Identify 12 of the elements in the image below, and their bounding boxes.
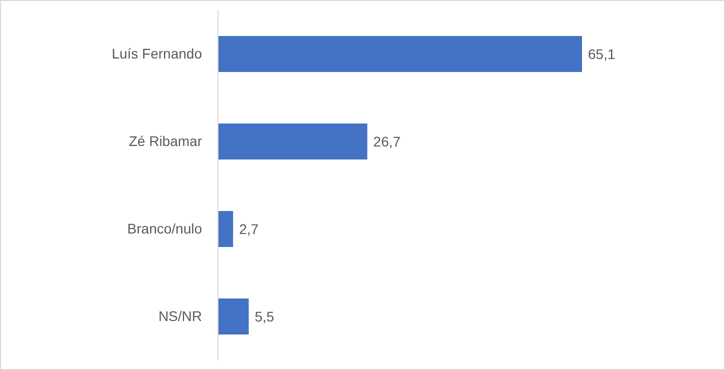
data-label: 26,7	[373, 133, 401, 150]
bar	[218, 211, 234, 247]
y-tick-label: Branco/nulo	[127, 220, 202, 237]
data-label: 65,1	[588, 46, 616, 62]
bar	[218, 124, 368, 160]
data-label: 2,7	[239, 220, 259, 237]
y-tick-label: NS/NR	[158, 308, 202, 324]
data-label: 5,5	[254, 308, 274, 324]
y-tick-label: Zé Ribamar	[128, 133, 202, 150]
bar	[218, 298, 249, 334]
bar	[218, 36, 582, 72]
y-tick-label: Luís Fernando	[112, 46, 202, 62]
